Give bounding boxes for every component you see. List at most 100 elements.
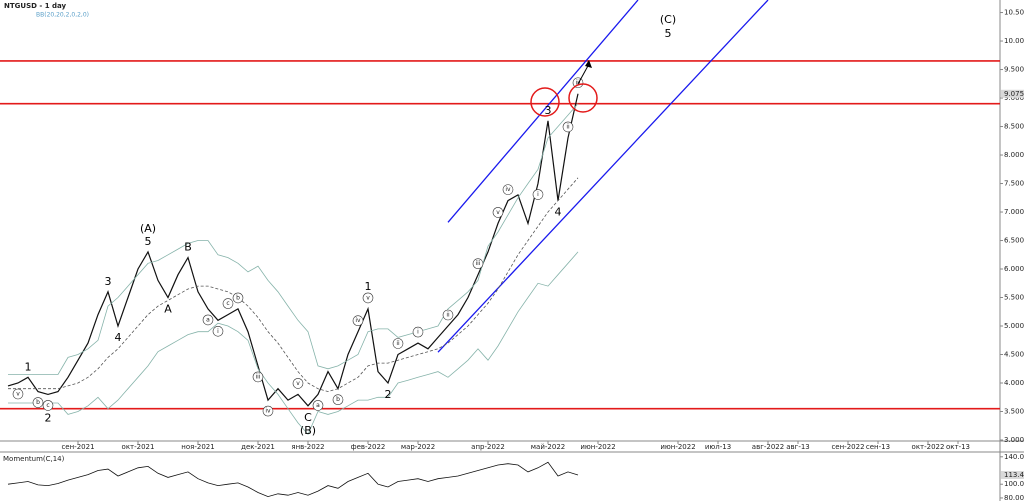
y-tick-label: 8.000	[1004, 151, 1024, 159]
y-tick-label: 6.500	[1004, 237, 1024, 245]
minor-label: v	[496, 209, 500, 216]
minor-label: iv	[355, 317, 361, 324]
minor-label-circle	[472, 258, 484, 270]
minor-label-circle	[362, 292, 374, 304]
channel-line	[437, 0, 769, 353]
minor-label-circle	[332, 394, 344, 406]
x-tick-label: дек-2021	[241, 443, 275, 451]
minor-label-circle	[502, 184, 514, 195]
y-tick-label: 10.500	[1004, 9, 1024, 17]
arrow-head	[585, 60, 592, 68]
minor-label: i	[417, 329, 419, 336]
minor-label-circle	[232, 292, 244, 304]
minor-label-circle	[262, 405, 274, 417]
wave-label: B	[184, 241, 192, 254]
minor-label-circle	[32, 397, 44, 408]
minor-label-circle	[312, 400, 324, 411]
x-tick-label: окт-2021	[122, 443, 155, 451]
minor-label-circle	[202, 314, 214, 326]
indicator-label: BB(20,20,2,0,2,0)	[36, 12, 89, 19]
chart-title: NTGUSD - 1 day	[4, 2, 67, 10]
minor-label: b	[336, 396, 340, 403]
arrow	[577, 63, 590, 85]
minor-label: v	[296, 380, 300, 387]
minor-label: ii	[396, 340, 400, 347]
minor-label-circle	[42, 400, 54, 411]
minor-label: b	[36, 399, 40, 406]
minor-label-circle	[252, 371, 264, 383]
minor-label: iv	[505, 186, 511, 193]
last-price-label: 9.075	[1004, 90, 1024, 98]
minor-label-circle	[12, 388, 24, 400]
highlight-circle	[530, 87, 560, 117]
x-tick-label: окт-2022	[912, 443, 945, 451]
minor-label-circle	[392, 338, 404, 349]
x-tick-label: июн-2022	[580, 443, 615, 451]
momentum-plot	[7, 461, 579, 498]
x-tick-label: сен-2021	[61, 443, 94, 451]
minor-label: a	[316, 402, 320, 409]
wave-label: (C)	[660, 13, 676, 26]
minor-label: v	[16, 391, 20, 398]
minor-label-circle	[292, 378, 304, 389]
minor-label-circle	[352, 315, 364, 327]
wave-label: 4	[115, 331, 122, 344]
minor-label-circle	[442, 309, 454, 321]
x-tick-label: ноя-2021	[181, 443, 214, 451]
minor-label: c	[226, 300, 229, 307]
y-tick-label: 3.000	[1004, 436, 1024, 444]
wave-label: 4	[555, 206, 562, 219]
y-tick-label: 9.500	[1004, 66, 1024, 74]
x-tick-label: май-2022	[531, 443, 565, 451]
minor-label: c	[46, 402, 49, 409]
y-tick-label: 3.500	[1004, 408, 1024, 416]
x-tick-label: мар-2022	[401, 443, 435, 451]
y-tick-label: 80.00	[1004, 494, 1024, 501]
wave-label: 1	[365, 280, 372, 293]
minor-label: iii	[475, 260, 480, 267]
wave-label: 1	[25, 360, 32, 373]
wave-label: 2	[45, 411, 52, 424]
x-tick-label: сен-2022	[831, 443, 864, 451]
wave-label: 2	[385, 388, 392, 401]
y-tick-label: 7.000	[1004, 208, 1024, 216]
minor-label: a	[206, 316, 210, 323]
y-tick-label: 10.000	[1004, 37, 1024, 45]
channel-line	[447, 0, 639, 223]
x-tick-label: авг-2022	[752, 443, 784, 451]
y-tick-label: 9.000	[1004, 94, 1024, 102]
wave-label: 3	[105, 275, 112, 288]
x-tick-label: окт-13	[946, 443, 970, 451]
y-tick-label: 140.00	[1004, 453, 1024, 461]
price-plot: vb caicbiiiivvabivviiiiiiiiviviiiiii1234(…	[0, 0, 1000, 437]
wave-label: (A)	[140, 222, 156, 235]
y-tick-label: 100.00	[1004, 480, 1024, 488]
momentum-line	[7, 461, 579, 498]
overlay	[530, 60, 598, 117]
minor-label-circle	[212, 326, 224, 337]
band-line	[8, 177, 579, 393]
minor-label: i	[537, 191, 539, 198]
y-tick-label: 5.000	[1004, 322, 1024, 330]
y-tick-label: 5.500	[1004, 294, 1024, 302]
x-tick-label: авг-13	[786, 443, 810, 451]
wave-label: A	[164, 303, 172, 316]
minor-label: i	[217, 328, 219, 335]
last-momentum-box	[1001, 470, 1024, 479]
last-momentum-label: 113.49	[1004, 471, 1024, 479]
wave-label: 5	[145, 235, 152, 248]
wave-label: C	[304, 411, 312, 424]
y-tick-label: 7.500	[1004, 180, 1024, 188]
minor-label-circle	[222, 298, 234, 309]
y-tick-label: 4.000	[1004, 379, 1024, 387]
minor-label-circle	[532, 189, 544, 200]
wave-label: 5	[665, 27, 672, 40]
y-tick-label: 4.500	[1004, 351, 1024, 359]
minor-label: v	[366, 294, 370, 301]
minor-label-circle	[412, 326, 424, 338]
wave-label: (B)	[300, 424, 316, 437]
minor-label: ii	[566, 123, 570, 130]
band-line	[8, 251, 579, 436]
minor-label: ii	[446, 312, 450, 319]
x-tick-label: апр-2022	[471, 443, 505, 451]
